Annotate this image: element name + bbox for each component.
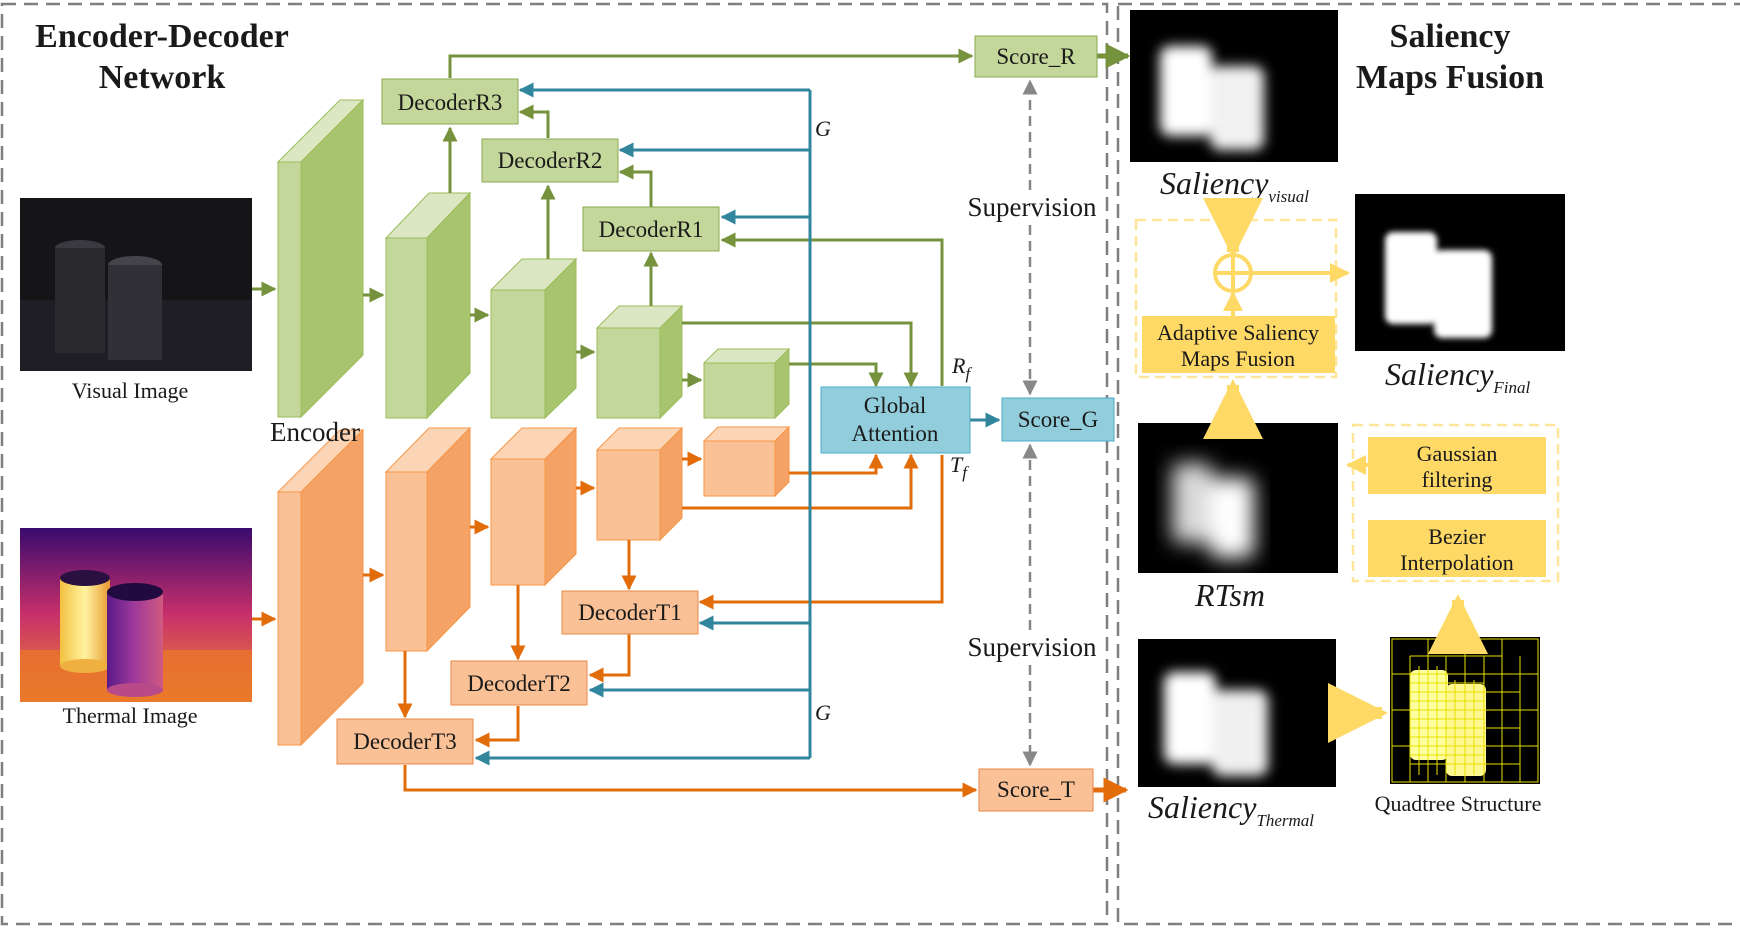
score-g-box: Score_G <box>1001 397 1115 442</box>
right-title-line2: Maps Fusion <box>1356 59 1544 96</box>
rtsm-label: RTsm <box>1194 577 1265 613</box>
rf-label: Rf <box>951 353 972 383</box>
thermal-encoder-blocks <box>276 425 791 747</box>
supervision-label-bottom: Supervision <box>967 632 1097 662</box>
saliency-visual-map <box>1130 10 1338 162</box>
svg-text:DecoderT3: DecoderT3 <box>353 729 456 754</box>
visual-encoder-blocks <box>276 98 791 420</box>
svg-text:Score_T: Score_T <box>997 777 1075 802</box>
gaussian-filtering-box: Gaussian filtering <box>1368 437 1546 494</box>
score-t-box: Score_T <box>978 768 1094 812</box>
svg-text:Score_G: Score_G <box>1018 407 1098 432</box>
decoder-t1: DecoderT1 <box>561 590 699 635</box>
quadtree-label: Quadtree Structure <box>1375 791 1542 816</box>
quadtree-processing-group <box>1351 423 1560 583</box>
score-r-box: Score_R <box>974 35 1098 78</box>
thermal-image-label: Thermal Image <box>63 703 198 728</box>
svg-text:DecoderR1: DecoderR1 <box>599 217 704 242</box>
decoder-r2: DecoderR2 <box>481 138 619 183</box>
decoder-r3: DecoderR3 <box>381 78 519 125</box>
tf-label: Tf <box>950 452 969 482</box>
rtsm-map <box>1138 423 1338 573</box>
saliency-final-map <box>1355 194 1565 351</box>
quadtree-map <box>1390 637 1540 784</box>
svg-text:filtering: filtering <box>1422 467 1493 492</box>
right-title-line1: Saliency <box>1390 18 1511 55</box>
global-attention-box: Global Attention <box>820 386 971 454</box>
svg-text:Attention: Attention <box>852 421 939 446</box>
left-title-line2: Network <box>99 59 226 96</box>
svg-text:Adaptive Saliency: Adaptive Saliency <box>1157 320 1319 345</box>
adaptive-fusion-box: Adaptive Saliency Maps Fusion <box>1142 316 1335 373</box>
thermal-image <box>20 528 252 702</box>
plus-fusion-icon <box>1213 253 1253 293</box>
saliency-visual-label: Saliencyvisual <box>1160 165 1309 206</box>
fusion-arrows <box>1203 198 1488 743</box>
saliency-thermal-map <box>1138 639 1336 787</box>
thermal-flow-arrows <box>252 451 1129 803</box>
global-feature-arrows <box>474 82 1001 766</box>
decoder-t3: DecoderT3 <box>336 718 474 765</box>
svg-text:DecoderR2: DecoderR2 <box>498 148 603 173</box>
saliency-final-label: SaliencyFinal <box>1385 356 1530 397</box>
svg-text:Score_R: Score_R <box>996 44 1076 69</box>
encoder-label: Encoder <box>270 417 360 447</box>
encoder-decoder-panel-border <box>0 2 1109 926</box>
svg-text:Global: Global <box>864 393 927 418</box>
svg-text:Maps Fusion: Maps Fusion <box>1181 346 1295 371</box>
svg-text:Gaussian: Gaussian <box>1417 441 1498 466</box>
visual-image-label: Visual Image <box>72 378 189 403</box>
left-title-line1: Encoder-Decoder <box>35 18 289 55</box>
svg-text:DecoderR3: DecoderR3 <box>398 90 503 115</box>
g-label-bottom: G <box>815 700 831 725</box>
decoder-t2: DecoderT2 <box>450 660 588 706</box>
svg-text:DecoderT1: DecoderT1 <box>578 600 681 625</box>
svg-text:Bezier: Bezier <box>1428 524 1486 549</box>
visual-flow-arrows <box>252 43 1131 388</box>
g-label-top: G <box>815 116 831 141</box>
supervision-label-top: Supervision <box>967 192 1097 222</box>
svg-text:DecoderT2: DecoderT2 <box>467 671 570 696</box>
svg-text:Interpolation: Interpolation <box>1400 550 1514 575</box>
saliency-thermal-label: SaliencyThermal <box>1148 789 1314 830</box>
decoder-r1: DecoderR1 <box>582 206 720 252</box>
bezier-interpolation-box: Bezier Interpolation <box>1368 520 1546 577</box>
visual-image <box>20 198 252 371</box>
